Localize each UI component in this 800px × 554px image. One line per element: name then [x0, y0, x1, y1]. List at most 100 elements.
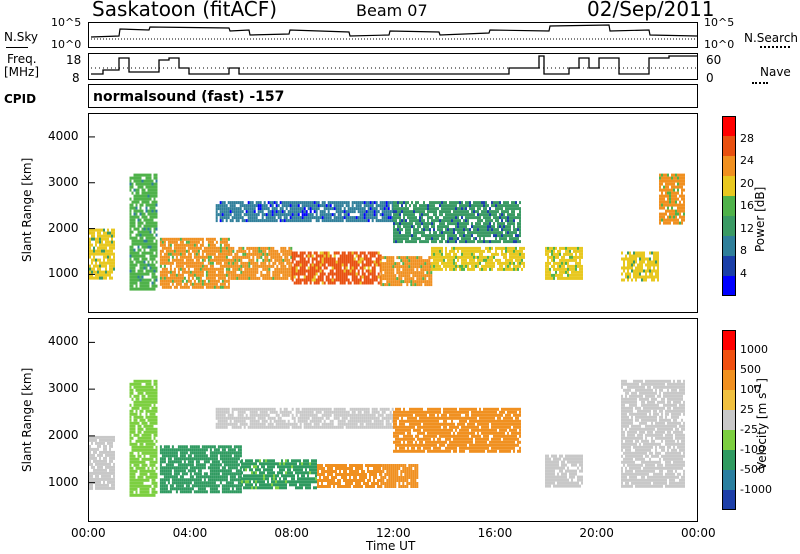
cpid-label: CPID	[4, 92, 37, 106]
freq-right-tick-top: 60	[706, 53, 722, 67]
colorbar-tick-label: 25	[740, 403, 754, 416]
colorbar-tick-label: -500	[740, 463, 765, 476]
colorbar-tick-label: 28	[740, 131, 754, 145]
velocity-cbar-label: Velocity [m s-1]	[753, 378, 769, 470]
colorbar-tick-label: -25	[740, 423, 758, 436]
x-tick-label: 00:00	[71, 526, 106, 540]
echo-region	[380, 464, 419, 488]
velocity-heatmap	[88, 318, 698, 522]
noise-search-label: N.Search	[744, 31, 799, 45]
freq-label-line1: Freq.	[7, 52, 37, 66]
colorbar-tick-label: 500	[740, 363, 761, 376]
echo-region	[621, 379, 685, 488]
noise-search-legend-line	[760, 46, 790, 48]
y-tick-label: 3000	[48, 174, 79, 189]
power-plot	[89, 136, 685, 291]
cpid-value: normalsound (fast) -157	[93, 89, 285, 105]
colorbar-swatch	[722, 410, 736, 430]
y-tick-label: 2000	[48, 220, 79, 235]
velocity-ylabel: Slant Range [km]	[20, 367, 34, 472]
colorbar-tick-label: 20	[740, 176, 754, 190]
colorbar-swatch	[722, 236, 736, 256]
colorbar-tick-label: -1000	[740, 483, 772, 496]
beam-title: Beam 07	[356, 1, 428, 20]
echo-region	[89, 228, 115, 280]
colorbar-frame	[722, 330, 736, 510]
x-tick-label: 00:00	[681, 526, 716, 540]
echo-region	[129, 173, 158, 291]
echo-region	[621, 251, 659, 282]
echo-region	[393, 201, 521, 244]
colorbar-swatch	[722, 116, 736, 136]
colorbar-tick-label: -100	[740, 443, 765, 456]
noise-left-tick-top: 10^5	[51, 16, 82, 29]
x-tick-label: 16:00	[477, 526, 513, 540]
noise-sky-legend-line	[6, 47, 28, 48]
noise-right-tick-bottom: 10^0	[704, 38, 735, 51]
y-tick-label: 1000	[48, 266, 79, 281]
echo-region	[291, 251, 382, 285]
cpid-panel: normalsound (fast) -157	[88, 84, 698, 108]
power-cbar-label: Power [dB]	[753, 186, 767, 252]
colorbar-swatch	[722, 350, 736, 370]
echo-region	[545, 246, 583, 280]
colorbar-frame	[722, 116, 736, 296]
freq-right-tick-bottom: 0	[706, 71, 714, 85]
nave-label: Nave	[760, 65, 791, 79]
echo-region	[159, 445, 242, 494]
freq-left-tick-bottom: 8	[72, 71, 80, 85]
colorbar-swatch	[722, 370, 736, 390]
echo-region	[241, 459, 317, 490]
freq-trace	[91, 55, 697, 75]
noise-panel	[88, 22, 698, 48]
noise-left-tick-bottom: 10^0	[51, 38, 82, 51]
colorbar-tick-label: 1000	[740, 343, 768, 356]
colorbar-swatch	[722, 490, 736, 510]
x-tick-label: 04:00	[172, 526, 208, 540]
colorbar-swatch	[722, 216, 736, 236]
echo-region	[228, 246, 293, 280]
x-axis-label: Time UT	[366, 539, 416, 553]
colorbar-swatch	[722, 196, 736, 216]
echo-region	[215, 407, 394, 429]
x-tick-label: 08:00	[274, 526, 309, 540]
colorbar-swatch	[722, 176, 736, 196]
colorbar-swatch	[722, 256, 736, 276]
colorbar-tick-label: 8	[740, 244, 747, 257]
freq-label-line2: [MHz]	[4, 65, 40, 79]
power-heatmap	[88, 113, 698, 313]
y-tick-label: 4000	[48, 128, 79, 143]
echo-region	[317, 464, 381, 488]
noise-sky-label: N.Sky	[4, 30, 39, 44]
colorbar-swatch	[722, 450, 736, 470]
colorbar-tick-label: 24	[740, 154, 754, 167]
velocity-plot	[89, 341, 685, 497]
echo-region	[380, 256, 433, 287]
colorbar-swatch	[722, 136, 736, 156]
x-tick-label: 12:00	[376, 526, 411, 540]
echo-region	[659, 173, 685, 225]
noise-right-tick-top: 10^5	[704, 16, 735, 29]
y-tick-label: 1000	[48, 474, 79, 489]
power-ylabel: Slant Range [km]	[20, 157, 34, 262]
colorbar-swatch	[722, 330, 736, 350]
station-title: Saskatoon (fitACF)	[92, 0, 278, 21]
colorbar-swatch	[722, 156, 736, 176]
date-title: 02/Sep/2011	[587, 0, 715, 21]
echo-region	[431, 246, 525, 271]
colorbar-tick-label: 12	[740, 221, 754, 235]
colorbar-swatch	[722, 390, 736, 410]
y-tick-label: 3000	[48, 381, 79, 396]
echo-region	[393, 407, 521, 453]
x-tick-label: 20:00	[579, 526, 614, 540]
colorbar-tick-label: 16	[740, 199, 754, 212]
colorbar-swatch	[722, 430, 736, 450]
colorbar-tick-label: 4	[740, 266, 747, 280]
echo-region	[129, 379, 158, 497]
y-tick-label: 2000	[48, 427, 79, 442]
echo-region	[89, 435, 115, 490]
echo-region	[215, 201, 394, 223]
noise-trace	[90, 24, 698, 40]
colorbar-swatch	[722, 470, 736, 490]
